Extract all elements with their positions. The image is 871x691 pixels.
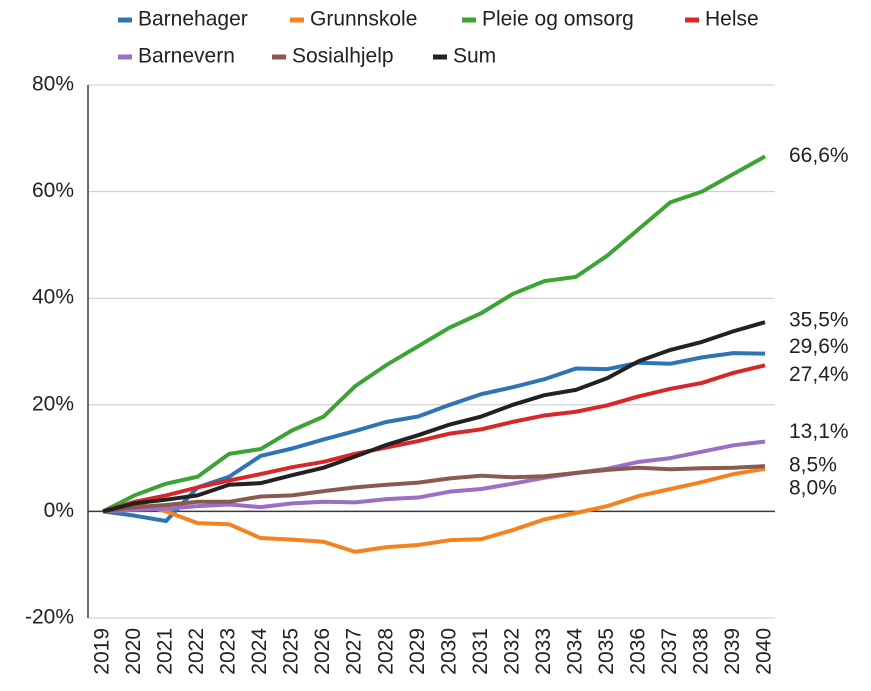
series-line xyxy=(102,154,766,514)
y-tick-label: 0% xyxy=(44,499,74,522)
series-line xyxy=(102,466,766,554)
legend-label: Sum xyxy=(453,45,496,68)
x-tick-label: 2040 xyxy=(753,628,776,675)
x-tick-label: 2039 xyxy=(721,628,744,675)
x-tick-label: 2023 xyxy=(217,628,240,675)
x-tick-label: 2025 xyxy=(280,628,303,675)
end-label: 29,6% xyxy=(789,335,849,358)
end-label: 8,5% xyxy=(789,454,837,477)
end-label: 8,0% xyxy=(789,476,837,499)
x-tick-label: 2029 xyxy=(406,628,429,675)
x-tick-label: 2024 xyxy=(248,628,271,675)
y-tick-label: 40% xyxy=(32,286,74,309)
legend-label: Grunnskole xyxy=(310,8,417,31)
x-tick-label: 2035 xyxy=(595,628,618,675)
x-tick-label: 2038 xyxy=(689,628,712,675)
legend-label: Barnevern xyxy=(138,45,235,68)
x-tick-label: 2037 xyxy=(658,628,681,675)
end-label: 13,1% xyxy=(789,420,849,443)
x-tick-label: 2028 xyxy=(374,628,397,675)
x-tick-label: 2026 xyxy=(311,628,334,675)
x-tick-label: 2027 xyxy=(343,628,366,675)
series-line xyxy=(102,320,766,514)
y-tick-label: 20% xyxy=(32,392,74,415)
y-tick-label: 60% xyxy=(32,179,74,202)
x-tick-label: 2034 xyxy=(563,628,586,675)
series-line xyxy=(102,439,766,514)
x-tick-label: 2021 xyxy=(154,628,177,675)
x-tick-label: 2019 xyxy=(91,628,114,675)
x-tick-label: 2030 xyxy=(437,628,460,675)
end-label: 27,4% xyxy=(789,363,849,386)
series-line xyxy=(102,464,766,514)
x-tick-label: 2033 xyxy=(532,628,555,675)
x-tick-label: 2036 xyxy=(626,628,649,675)
x-tick-label: 2020 xyxy=(122,628,145,675)
legend-label: Sosialhjelp xyxy=(292,45,394,68)
y-tick-label: -20% xyxy=(25,606,74,629)
x-tick-label: 2031 xyxy=(469,628,492,675)
x-tick-label: 2032 xyxy=(500,628,523,675)
legend-label: Barnehager xyxy=(138,8,248,31)
series-line xyxy=(102,363,766,514)
end-label: 35,5% xyxy=(789,309,849,332)
legend-label: Pleie og omsorg xyxy=(482,8,634,31)
y-tick-label: 80% xyxy=(32,73,74,96)
legend-label: Helse xyxy=(705,8,759,31)
end-label: 66,6% xyxy=(789,144,849,167)
x-tick-label: 2022 xyxy=(185,628,208,675)
